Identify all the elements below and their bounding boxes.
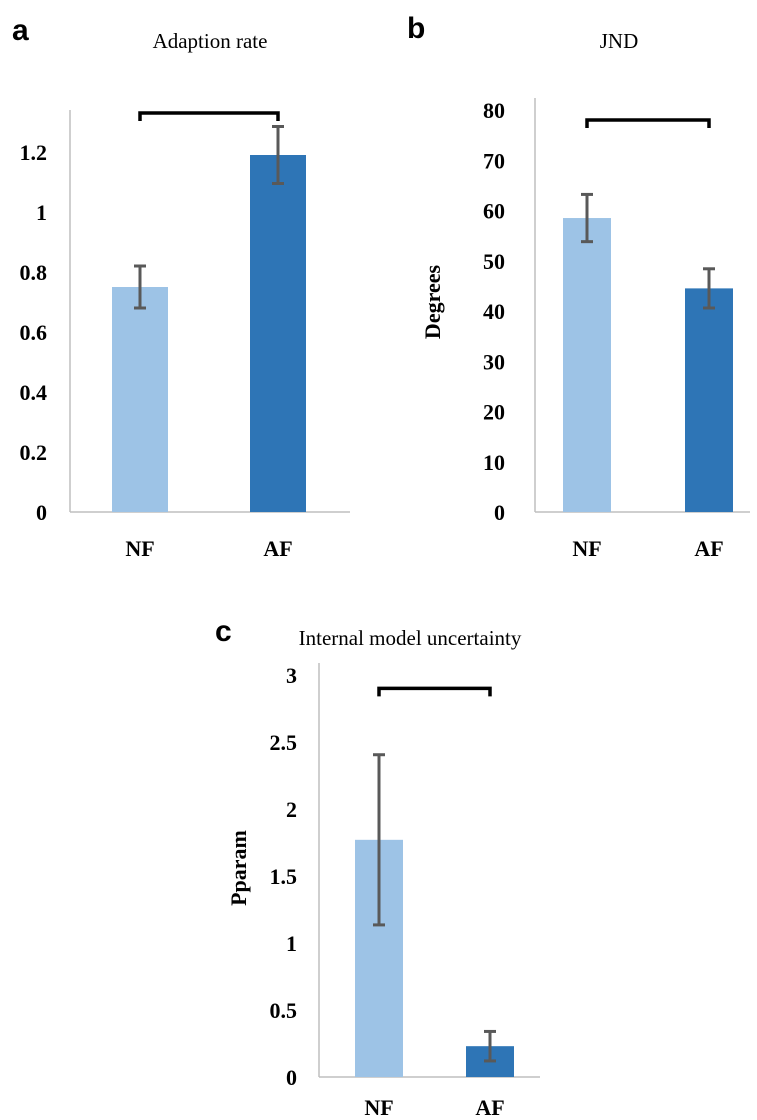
y-tick-label: 40 [483, 299, 505, 324]
x-category-label: AF [263, 536, 292, 561]
x-category-label: AF [475, 1095, 504, 1120]
y-tick-label: 1 [286, 931, 297, 956]
y-tick-label: 0.6 [20, 320, 48, 345]
y-tick-label: 0.8 [20, 260, 48, 285]
y-tick-label: 2.5 [270, 730, 298, 755]
y-tick-label: 80 [483, 98, 505, 123]
bar-af [250, 155, 306, 512]
y-tick-label: 0 [286, 1065, 297, 1090]
bar-af [685, 288, 733, 512]
y-tick-label: 20 [483, 400, 505, 425]
x-category-label: AF [694, 536, 723, 561]
chart-title: Internal model uncertainty [299, 626, 522, 650]
y-tick-label: 0 [494, 500, 505, 525]
y-tick-label: 0.2 [20, 440, 48, 465]
y-tick-label: 3 [286, 663, 297, 688]
y-tick-label: 30 [483, 349, 505, 374]
y-tick-label: 0 [36, 500, 47, 525]
y-tick-label: 1 [36, 200, 47, 225]
significance-bracket [377, 686, 492, 697]
panel-b: b JND Degrees 0 10 20 30 40 50 60 70 80 NF AF [407, 12, 750, 561]
panel-a: a Adaption rate 0 0.2 0.4 0.6 0.8 1 1.2 NF AF [12, 14, 350, 561]
significance-bracket [585, 118, 711, 129]
bar-nf [112, 287, 168, 512]
x-category-label: NF [125, 536, 154, 561]
significance-bracket [138, 111, 280, 121]
y-tick-label: 2 [286, 797, 297, 822]
panel-letter: a [12, 14, 29, 47]
y-axis-label: Degrees [420, 265, 445, 340]
y-axis-label: Pparam [226, 830, 251, 906]
x-category-label: NF [364, 1095, 393, 1120]
y-tick-label: 70 [483, 148, 505, 173]
y-tick-label: 60 [483, 199, 505, 224]
y-tick-label: 1.5 [270, 864, 298, 889]
x-category-label: NF [572, 536, 601, 561]
y-tick-label: 0.5 [270, 998, 298, 1023]
y-tick-label: 0.4 [20, 380, 48, 405]
bar-nf [563, 218, 611, 512]
panel-letter: b [407, 12, 425, 45]
y-tick-label: 50 [483, 249, 505, 274]
chart-title: Adaption rate [153, 29, 268, 53]
panel-c: c Internal model uncertainty Pparam 0 0.5 1 1.… [215, 615, 540, 1120]
y-tick-label: 10 [483, 450, 505, 475]
chart-title: JND [600, 29, 639, 53]
panel-letter: c [215, 615, 232, 648]
y-tick-label: 1.2 [20, 140, 48, 165]
